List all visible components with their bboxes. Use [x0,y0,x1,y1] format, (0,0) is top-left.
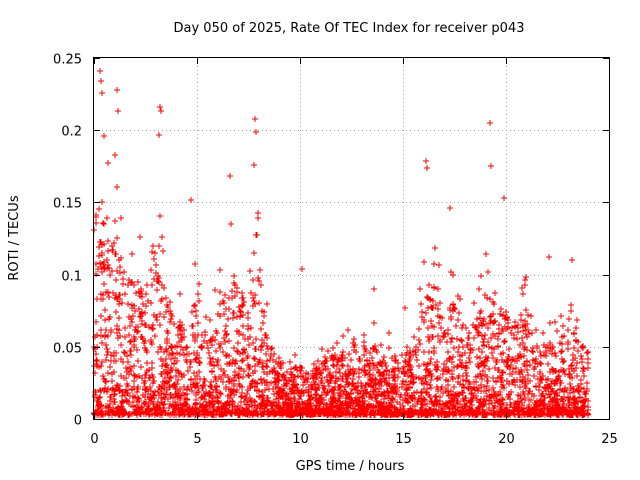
x-tick-label: 15 [395,432,412,447]
roti-peak-point-14 [251,162,257,168]
roti-peak-point-13 [253,129,259,135]
roti-peak-point-8 [158,108,164,114]
roti-peak-point-15 [299,266,305,272]
roti-peak-point-21 [487,120,493,126]
roti-point-cloud [91,160,591,418]
data-points-layer [91,68,591,418]
plot-frame [93,57,610,420]
x-tick-label: 0 [90,432,98,447]
roti-peak-point-9 [156,132,162,138]
chart-title: Day 050 of 2025, Rate Of TEC Index for r… [174,21,525,36]
roti-peak-point-11 [227,173,233,179]
y-tick-label: 0.05 [53,342,82,357]
ticks-layer: 0 5 10 15 20 25 0 0.05 0.1 0.15 0.2 0.25 [53,53,618,448]
roti-peak-point-12 [252,116,258,122]
roti-peak-point-24 [546,254,552,260]
roti-peak-point-1 [98,78,104,84]
roti-peak-point-20 [447,205,453,211]
roti-peak-point-16 [371,286,377,292]
roti-peak-point-6 [112,152,118,158]
x-axis-label: GPS time / hours [296,459,405,474]
y-tick-label: 0.1 [61,270,82,285]
x-tick-label: 20 [498,432,515,447]
roti-peak-point-4 [114,87,120,93]
y-axis-label: ROTI / TECUs [7,195,22,280]
roti-peak-point-22 [488,163,494,169]
roti-peak-point-7 [157,104,163,110]
roti-peak-point-0 [97,68,103,74]
roti-peak-point-25 [569,257,575,263]
y-tick-label: 0.15 [53,197,82,212]
roti-peak-point-3 [101,133,107,139]
x-tick-label: 25 [601,432,618,447]
roti-peak-point-5 [115,108,121,114]
roti-peak-point-19 [424,165,430,171]
roti-peak-point-2 [99,90,105,96]
x-tick-label: 10 [292,432,309,447]
y-tick-label: 0.25 [53,53,82,68]
y-tick-label: 0 [74,414,82,429]
x-tick-label: 5 [193,432,201,447]
roti-peak-point-23 [501,195,507,201]
y-tick-label: 0.2 [61,125,82,140]
roti-peak-point-17 [402,305,408,311]
roti-peak-point-10 [188,197,194,203]
roti-peak-point-18 [423,158,429,164]
